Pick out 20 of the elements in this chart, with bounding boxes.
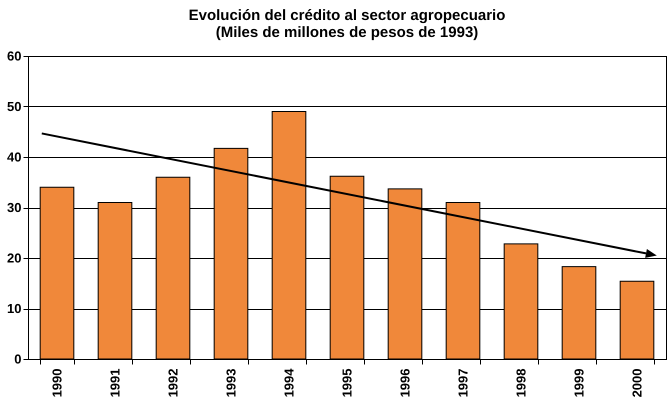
x-tick-label: 1990 <box>50 368 64 398</box>
y-tick-label: 20 <box>7 250 22 266</box>
x-tick-label: 1998 <box>514 368 528 398</box>
y-tick-label: 30 <box>7 200 22 215</box>
y-tick-label: 10 <box>7 301 22 316</box>
x-tick-label: 1992 <box>166 368 180 398</box>
x-tick-label: 1993 <box>224 368 238 398</box>
x-tick-label: 2000 <box>630 368 644 398</box>
x-tick-label: 1994 <box>282 368 296 398</box>
text: (Miles de millones de pesos de 1993) <box>216 24 478 41</box>
y-tick-label: 50 <box>7 99 22 114</box>
x-tick-label: 1991 <box>108 368 122 398</box>
y-tick-label: 60 <box>7 48 22 64</box>
y-tick-label: 0 <box>14 352 22 366</box>
x-tick-label: 1999 <box>572 368 586 398</box>
y-tick-label: 40 <box>7 150 22 164</box>
x-tick-label: 1997 <box>456 368 470 398</box>
text: Evolución del crédito al sector agropecuario <box>188 7 506 24</box>
x-tick-label: 1996 <box>398 368 412 398</box>
x-tick-label: 1995 <box>340 368 354 398</box>
